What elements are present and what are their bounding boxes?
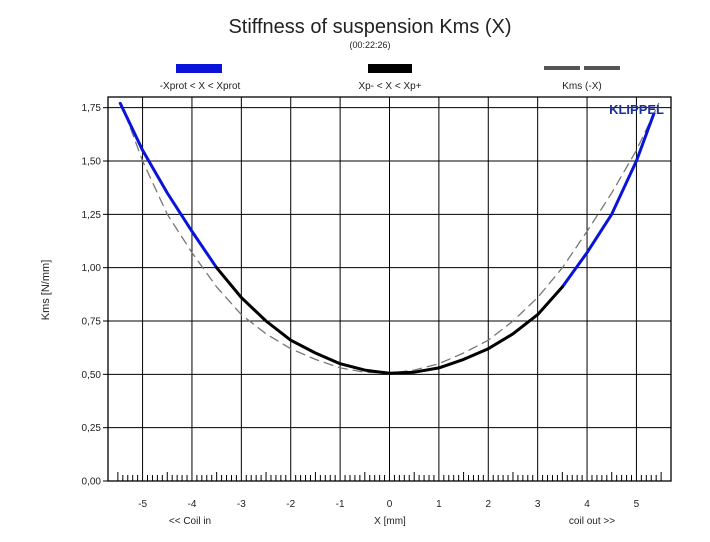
legend: -Xprot < X < Xprot Xp- < X < Xp+ Kms (-X… [160,64,620,92]
series-xprot-line-right [560,112,656,289]
x-tick-label: 0 [387,499,393,510]
y-tick-label: 1,00 [82,263,102,274]
x-tick-label: 2 [485,499,491,510]
grid [108,97,671,481]
y-tick-label: 1,75 [82,103,102,114]
y-tick-label: 0,25 [82,423,102,434]
legend-label-xp: Xp- < X < Xp+ [358,81,421,92]
x-axis-ticks: -5 -4 -3 -2 -1 0 1 2 3 4 5 [117,472,662,510]
x-tick-label: 1 [436,499,442,510]
klippel-logo: KLIPPEL [609,102,664,117]
data-series [118,101,660,375]
x-tick-label: -5 [138,499,147,510]
y-tick-label: 0,50 [82,370,102,381]
legend-label-xprot: -Xprot < X < Xprot [160,81,241,92]
legend-swatch-xp [368,64,412,73]
y-tick-label: 1,50 [82,157,102,168]
chart-subtitle: (00:22:26) [349,40,390,50]
series-xp-line [215,266,564,375]
x-tick-label: 5 [634,499,640,510]
chart-title: Stiffness of suspension Kms (X) [228,16,511,38]
x-tick-label: -3 [237,499,246,510]
x-tick-label: 3 [535,499,541,510]
legend-swatch-xprot [176,64,222,73]
y-axis-ticks: 0,00 0,25 0,50 0,75 1,00 1,25 1,50 1,75 [82,103,108,488]
legend-label-kms-minus-x: Kms (-X) [562,81,601,92]
x-tick-label: -1 [336,499,345,510]
y-tick-label: 0,00 [82,477,102,488]
y-tick-label: 0,75 [82,317,102,328]
y-axis-label: Kms [N/mm] [40,260,52,321]
x-note-coil-out: coil out >> [569,516,615,527]
x-tick-label: -4 [188,499,197,510]
y-tick-label: 1,25 [82,210,102,221]
x-tick-label: -2 [286,499,295,510]
x-note-coil-in: << Coil in [169,516,211,527]
x-tick-label: 4 [584,499,590,510]
series-xprot-line-left [118,101,219,270]
x-axis-label: X [mm] [374,516,406,527]
